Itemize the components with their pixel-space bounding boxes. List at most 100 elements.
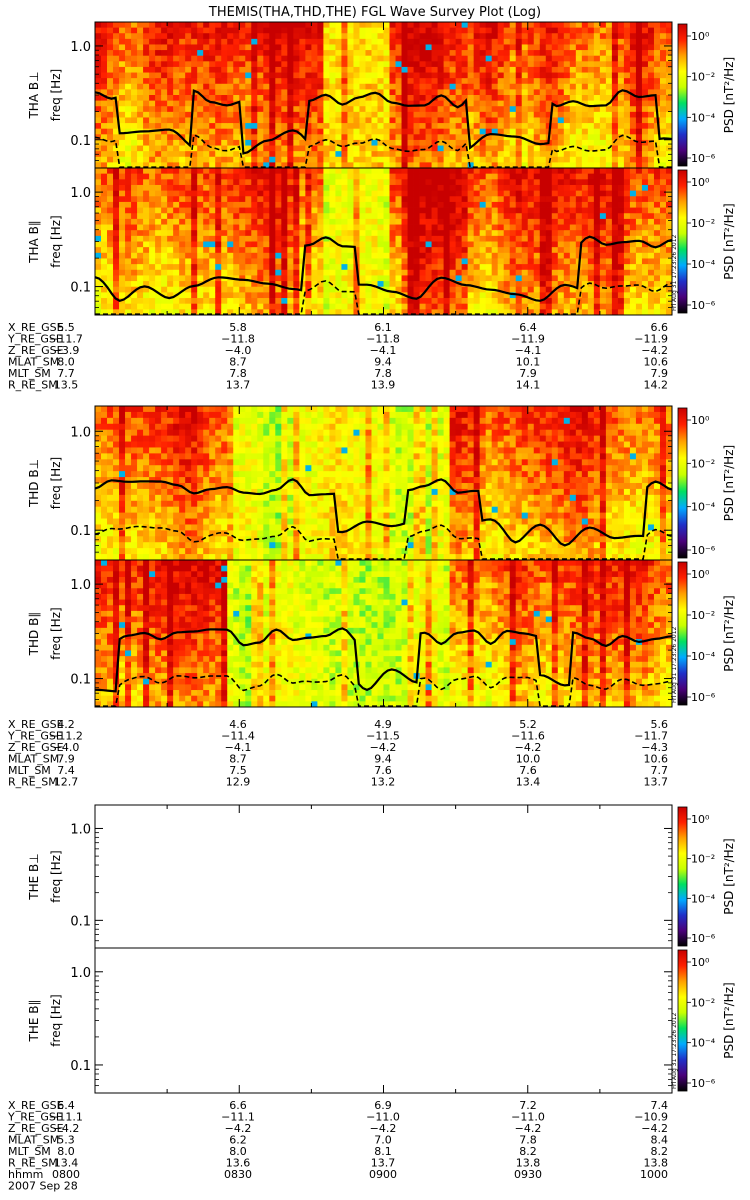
ephemeris-value: −11.6	[511, 730, 545, 743]
y-tick-label: 0.1	[70, 281, 91, 296]
ephemeris-value: 5.6	[651, 718, 669, 731]
ephemeris-label: MLAT_SM	[8, 1134, 59, 1147]
ephemeris-value: 14.1	[516, 379, 541, 392]
solid-frequency-line	[94, 235, 673, 302]
ephemeris-value: 13.4	[516, 776, 541, 789]
ephemeris-value: 4.2	[57, 718, 75, 731]
ephemeris-value: −4.2	[370, 741, 397, 754]
ephemeris-value: 10.6	[644, 356, 669, 369]
y-axis-label: freq [Hz]	[49, 607, 63, 659]
colorbar: 10⁰ 10⁻² 10⁻⁴ 10⁻⁶ PSD [nT²/Hz]	[677, 407, 736, 559]
ephemeris-value: 10.1	[516, 356, 541, 369]
ephemeris-label: MLT_SM	[8, 1145, 51, 1158]
ephemeris-value: 8.7	[229, 356, 247, 369]
ephemeris-value: 7.7	[57, 367, 75, 380]
ephemeris-value: 9.4	[374, 753, 392, 766]
solid-frequency-line	[94, 478, 673, 547]
ephemeris-value: 13.8	[516, 1157, 541, 1170]
solid-frequency-line	[94, 627, 673, 693]
ephemeris-value: −11.0	[511, 1111, 545, 1124]
ephemeris-value: 8.1	[374, 1145, 392, 1158]
y-tick-label: 0.1	[70, 134, 91, 149]
y-tick-label: 0.1	[70, 914, 91, 929]
colorbar-label: PSD [nT²/Hz]	[722, 203, 736, 279]
colorbar-tick-label: 10⁻²	[691, 71, 715, 84]
ephemeris-value: −4.1	[225, 741, 252, 754]
ephemeris-value: 13.2	[371, 776, 396, 789]
ephemeris-value: 13.6	[226, 1157, 251, 1170]
colorbar-tick-label: 10⁻²	[691, 853, 715, 866]
time-tick-label: 0900	[369, 1168, 397, 1181]
timestamp-stamp: Fri Aug 31 17:23:26 2012	[671, 234, 678, 311]
colorbar-tick-label: 10⁰	[691, 414, 710, 427]
colorbar-tick-label: 10⁰	[691, 568, 710, 581]
date-label: 2007 Sep 28	[8, 1180, 78, 1193]
panel-frame	[94, 804, 673, 949]
y-axis-label: freq [Hz]	[49, 850, 63, 902]
colorbar-label: PSD [nT²/Hz]	[722, 445, 736, 521]
colorbar-tick-label: 10⁻²	[691, 996, 715, 1009]
ephemeris-value: −4.2	[515, 741, 542, 754]
ephemeris-value: 4.6	[229, 718, 247, 731]
colorbar: 10⁰ 10⁻² 10⁻⁴ 10⁻⁶ PSD [nT²/Hz]	[677, 949, 736, 1092]
y-axis-label: freq [Hz]	[49, 215, 63, 267]
panel-thd-par: 1.0 0.1 THD B∥ freq [Hz]	[27, 559, 673, 708]
ephemeris-value: −11.5	[366, 730, 400, 743]
ephemeris-value: −11.8	[221, 333, 255, 346]
ephemeris-value: 13.5	[54, 379, 79, 392]
ephemeris-label: MLAT_SM	[8, 753, 59, 766]
ephemeris-value: 6.6	[229, 1099, 247, 1112]
dashed-frequency-line	[94, 133, 672, 168]
y-tick-label: 0.1	[70, 673, 91, 688]
ephemeris-value: 7.5	[229, 764, 247, 777]
ephemeris-value: 4.9	[374, 718, 392, 731]
y-axis-label: freq [Hz]	[49, 457, 63, 509]
colorbar: 10⁰ 10⁻² 10⁻⁴ 10⁻⁶ PSD [nT²/Hz]	[677, 806, 736, 947]
ephemeris-value: −4.2	[641, 344, 668, 357]
panel-tha-par: 1.0 0.1 THA B∥ freq [Hz]	[27, 167, 673, 316]
colorbar-tick-label: 10⁻⁴	[691, 1037, 716, 1050]
hhmm-label: hhmm	[8, 1168, 43, 1181]
y-tick-label: 1.0	[70, 822, 91, 837]
ephemeris-value: 8.0	[57, 1145, 75, 1158]
ephemeris-value: 8.7	[229, 753, 247, 766]
colorbar-tick-label: 10⁻⁶	[691, 932, 716, 945]
ephemeris-label: X_RE_GSE	[8, 1099, 64, 1112]
ephemeris-label: Y_RE_GSE	[7, 730, 63, 743]
colorbar-tick-label: 10⁻²	[691, 457, 715, 470]
ephemeris-value: 6.9	[374, 1099, 392, 1112]
colorbar: 10⁰ 10⁻² 10⁻⁴ 10⁻⁶ PSD [nT²/Hz]	[677, 561, 736, 706]
ephemeris-value: −4.2	[225, 1122, 252, 1135]
ephemeris-value: −4.2	[53, 1122, 80, 1135]
ephemeris-value: −4.0	[225, 344, 252, 357]
ephemeris-value: −4.3	[641, 741, 668, 754]
ephemeris-value: −11.9	[634, 333, 668, 346]
time-tick-label: 1000	[640, 1168, 668, 1181]
ephemeris-label: Y_RE_GSE	[7, 333, 63, 346]
ephemeris-label: Z_RE_GSE	[8, 1122, 64, 1135]
panel-frame	[94, 947, 673, 1094]
ephemeris-value: −11.1	[49, 1111, 83, 1124]
ephemeris-label: MLAT_SM	[8, 356, 59, 369]
ephemeris-value: 5.8	[229, 321, 247, 334]
panel-label: THA B∥	[27, 220, 41, 264]
panel-label: THD B⊥	[27, 459, 41, 508]
ephemeris-label: R_RE_SM	[8, 776, 58, 789]
colorbar-tick-label: 10⁻⁶	[691, 1077, 716, 1090]
colorbar-tick-label: 10⁻²	[691, 217, 715, 230]
y-tick-label: 1.0	[70, 578, 91, 593]
y-tick-label: 0.1	[70, 1059, 91, 1074]
ephemeris-value: −11.8	[366, 333, 400, 346]
ephemeris-value: 7.8	[519, 1134, 537, 1147]
y-tick-label: 1.0	[70, 966, 91, 981]
ephemeris-value: 13.7	[644, 776, 669, 789]
ephemeris-value: −4.2	[515, 1122, 542, 1135]
colorbar-tick-label: 10⁻²	[691, 609, 715, 622]
ephemeris-label: MLT_SM	[8, 764, 51, 777]
y-tick-label: 1.0	[70, 186, 91, 201]
ephemeris-value: −4.0	[53, 741, 80, 754]
ephemeris-value: 8.0	[57, 356, 75, 369]
ephemeris-value: −4.2	[641, 1122, 668, 1135]
